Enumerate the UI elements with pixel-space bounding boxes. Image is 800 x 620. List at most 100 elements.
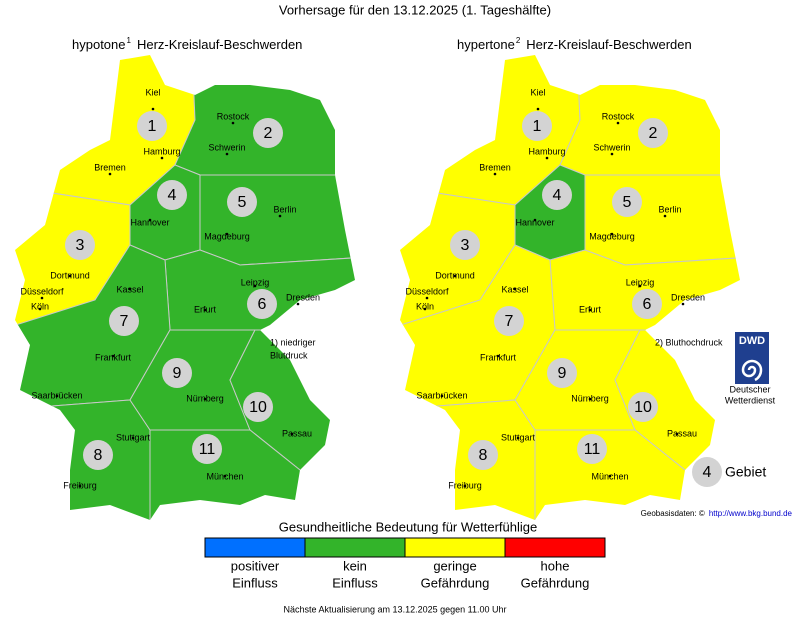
city-label: Rostock — [217, 111, 250, 121]
city-dot — [638, 284, 642, 288]
legend-swatch — [404, 537, 506, 558]
region-badge — [137, 111, 167, 141]
city-dot — [253, 284, 257, 288]
city-label: München — [206, 471, 243, 481]
city-label: Bremen — [94, 162, 126, 172]
city-label: Passau — [667, 428, 697, 438]
region-number: 11 — [199, 441, 216, 458]
logo-text: Deutscher — [729, 384, 770, 394]
city-label: Hamburg — [528, 146, 565, 156]
city-dot — [493, 172, 497, 176]
city-label: Schwerin — [593, 142, 630, 152]
city-dot — [203, 397, 207, 401]
region-badge — [468, 440, 498, 470]
region-badge — [638, 118, 668, 148]
region-number: 10 — [249, 399, 267, 416]
region-number: 4 — [168, 187, 177, 204]
city-label: Köln — [31, 301, 49, 311]
city-dot — [68, 274, 72, 278]
city-label: Berlin — [658, 204, 681, 214]
city-dot — [231, 121, 235, 125]
city-dot — [278, 214, 282, 218]
city-label: Passau — [282, 428, 312, 438]
city-dot — [610, 152, 614, 156]
city-dot — [675, 432, 679, 436]
city-dot — [536, 107, 540, 111]
region-number: 8 — [479, 447, 488, 464]
city-label: Dortmund — [50, 270, 90, 280]
region-number: 9 — [173, 365, 182, 382]
legend-label: geringe — [433, 558, 476, 573]
city-dot — [608, 474, 612, 478]
city-label: Frankfurt — [480, 352, 517, 362]
region — [15, 399, 151, 520]
title: Vorhersage für den 13.12.2025 (1. Tagesh… — [279, 2, 551, 17]
city-dot — [545, 156, 549, 160]
region-number: 3 — [461, 237, 470, 254]
city-dot — [588, 397, 592, 401]
city-label: Kassel — [116, 284, 143, 294]
region-badge — [192, 434, 222, 464]
city-label: Magdeburg — [204, 231, 250, 241]
region-number: 8 — [94, 447, 103, 464]
footer: Nächste Aktualisierung am 13.12.2025 geg… — [284, 604, 507, 614]
city-dot — [296, 302, 300, 306]
city-label: Leipzig — [626, 277, 655, 287]
region-number: 4 — [553, 187, 562, 204]
city-dot — [453, 274, 457, 278]
region-number: 3 — [76, 237, 85, 254]
note: 2) Bluthochdruck — [655, 337, 723, 347]
region-number: 1 — [533, 118, 542, 135]
city-label: Kassel — [501, 284, 528, 294]
city-label: Stuttgart — [116, 432, 151, 442]
city-dot — [225, 152, 229, 156]
city-label: Magdeburg — [589, 231, 635, 241]
region — [164, 249, 355, 331]
city-dot — [290, 432, 294, 436]
city-label: Frankfurt — [95, 352, 132, 362]
region-badge — [162, 358, 192, 388]
city-label: Kiel — [145, 87, 160, 97]
heading-word: hypertone — [457, 37, 515, 52]
map-heading: hypertone2 Herz-Kreislauf-Beschwerden — [457, 36, 692, 52]
city-label: Nürnberg — [186, 393, 224, 403]
city-dot — [616, 121, 620, 125]
region-number: 1 — [148, 118, 157, 135]
region-number: 9 — [558, 365, 567, 382]
city-dot — [131, 436, 135, 440]
map: Kiel Rostock Hamburg Schwerin Bremen Hannover… — [15, 36, 355, 520]
region-badge — [253, 118, 283, 148]
region-number: 2 — [649, 125, 658, 142]
city-dot — [425, 296, 429, 300]
city-label: Schwerin — [208, 142, 245, 152]
region-badge — [628, 392, 658, 422]
legend-label: hohe — [541, 558, 570, 573]
city-dot — [55, 394, 59, 398]
city-label: Hannover — [515, 217, 554, 227]
city-label: Saarbrücken — [31, 390, 82, 400]
city-label: Dortmund — [435, 270, 475, 280]
map: Kiel Rostock Hamburg Schwerin Bremen Hannover… — [400, 36, 740, 520]
city-label: Saarbrücken — [416, 390, 467, 400]
city-label: Bremen — [479, 162, 511, 172]
legend-swatch — [504, 537, 606, 558]
city-dot — [148, 218, 152, 222]
city-dot — [38, 307, 42, 311]
footnote-mark: 2 — [516, 36, 521, 45]
logo-text: Wetterdienst — [725, 395, 776, 405]
city-dot — [440, 394, 444, 398]
city-dot — [203, 308, 207, 312]
city-dot — [78, 484, 82, 488]
legend-label: kein — [343, 558, 367, 573]
source-link: http://www.bkg.bund.de — [709, 509, 793, 518]
city-dot — [225, 232, 229, 236]
region-number: 7 — [505, 313, 514, 330]
legend-label: Einfluss — [332, 575, 378, 590]
city-dot — [463, 484, 467, 488]
region-badge — [494, 306, 524, 336]
region-badge — [450, 230, 480, 260]
city-label: Düsseldorf — [405, 286, 449, 296]
region-badge — [243, 392, 273, 422]
region-number: 5 — [623, 194, 632, 211]
